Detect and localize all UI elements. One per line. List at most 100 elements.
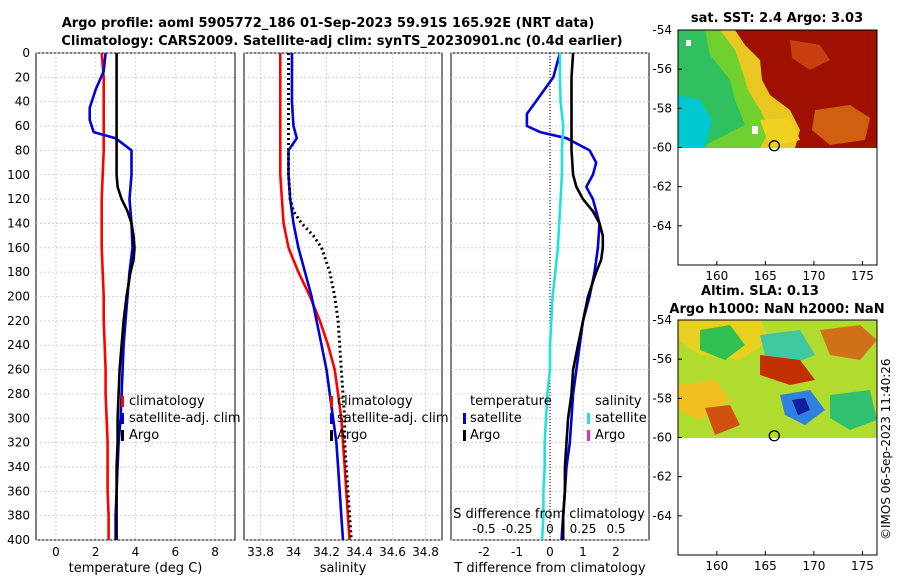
argo-location-marker xyxy=(768,430,780,442)
x-tick-label: 34.6 xyxy=(379,545,406,559)
depth-axis: 0 20 40 60 80 100 120 140 160 180 200 220 240 260 280 3… xyxy=(7,46,30,547)
depth-tick-label: 380 xyxy=(7,509,30,523)
sla-map-title1: Altim. SLA: 0.13 xyxy=(701,284,819,299)
sla-field xyxy=(678,320,877,438)
map-y-tick-label: -56 xyxy=(652,62,672,76)
x-tick-label: 34 xyxy=(286,545,301,559)
depth-tick-label: 300 xyxy=(7,411,30,425)
depth-tick-label: 0 xyxy=(22,46,30,60)
sst-map-title: sat. SST: 2.4 Argo: 3.03 xyxy=(691,11,863,26)
map-y-tick-label: -62 xyxy=(652,180,672,194)
sla-axes: -54 -56 -58 -60 -62 -64 160 165 170 175 xyxy=(652,313,878,573)
series-line-s-satellite xyxy=(540,53,565,541)
map-y-tick-label: -64 xyxy=(652,219,672,233)
depth-tick-label: 400 xyxy=(7,533,30,547)
sst-field xyxy=(678,30,877,148)
timestamp: ©IMOS 06-Sep-2023 11:40:26 xyxy=(879,358,893,540)
legend-swatch-satellite xyxy=(330,413,333,424)
x-tick-label: 34.8 xyxy=(412,545,439,559)
x-tick-label: 34.2 xyxy=(313,545,340,559)
x-tick-label: 34.4 xyxy=(346,545,373,559)
legend-title-temperature: temperature xyxy=(470,394,552,409)
temperature-legend: climatology satellite-adj. clim Argo xyxy=(121,394,241,443)
legend-title-salinity: salinity xyxy=(595,394,642,409)
series-line-satellite-adj-clim xyxy=(287,53,345,541)
depth-tick-label: 280 xyxy=(7,387,30,401)
legend-swatch-t-argo xyxy=(463,430,466,441)
sst-axes: -54 -56 -58 -60 -62 -64 160 165 170 175 xyxy=(652,23,878,283)
depth-tick-label: 100 xyxy=(7,168,30,182)
series-line-t-satellite xyxy=(525,52,601,541)
map-y-tick-label: -58 xyxy=(652,391,672,405)
legend-label-t-satellite: satellite xyxy=(470,411,522,426)
depth-tick-label: 320 xyxy=(7,436,30,450)
map-y-tick-label: -54 xyxy=(652,313,672,327)
s-difference-ticks: -0.5 -0.25 0 0.25 0.5 xyxy=(472,522,625,536)
sst-map: sat. SST: 2.4 Argo: 3.03 -54 -56 -58 -60 -62… xyxy=(652,11,878,283)
title-line2: Climatology: CARS2009. Satellite-adj cli… xyxy=(61,34,622,49)
x-tick-label: 4 xyxy=(132,545,140,559)
series-line-argo xyxy=(287,53,353,541)
map-x-tick-label: 170 xyxy=(802,559,825,573)
depth-tick-label: 140 xyxy=(7,216,30,230)
map-x-tick-label: 165 xyxy=(754,269,777,283)
depth-tick-label: 200 xyxy=(7,290,30,304)
depth-tick-label: 40 xyxy=(15,95,30,109)
map-x-tick-label: 175 xyxy=(851,269,874,283)
legend-swatch-argo xyxy=(121,430,124,441)
map-x-tick-label: 175 xyxy=(851,559,874,573)
x-tick-label: -2 xyxy=(478,545,490,559)
x-tick-label: 6 xyxy=(171,545,179,559)
s-difference-label: S difference from climatology xyxy=(453,507,645,522)
salinity-legend: climatology satellite-adj. clim Argo xyxy=(330,394,449,443)
x-axis-label: salinity xyxy=(320,561,367,576)
legend-swatch-climatology xyxy=(121,396,124,407)
x-tick-label: 2 xyxy=(612,545,620,559)
map-x-tick-label: 160 xyxy=(705,559,728,573)
map-y-tick-label: -54 xyxy=(652,23,672,37)
depth-tick-label: 220 xyxy=(7,314,30,328)
legend-label-climatology: climatology xyxy=(129,394,205,409)
map-y-tick-label: -62 xyxy=(652,470,672,484)
difference-legend: temperature satellite Argo salinity sate… xyxy=(463,394,647,443)
difference-panel: -2 -1 0 1 2 T difference from climatology xyxy=(450,52,650,576)
x-tick-label: 0 xyxy=(546,545,554,559)
argo-location-marker xyxy=(768,140,780,152)
legend-label-climatology: climatology xyxy=(337,394,413,409)
s-tick-label: 0 xyxy=(546,522,554,536)
x-tick-label: 1 xyxy=(579,545,587,559)
x-axis-label: T difference from climatology xyxy=(453,561,646,576)
legend-label-satellite: satellite-adj. clim xyxy=(129,411,241,426)
s-tick-label: -0.5 xyxy=(472,522,495,536)
legend-label-satellite: satellite-adj. clim xyxy=(337,411,449,426)
legend-swatch-s-argo xyxy=(587,430,590,441)
map-y-tick-label: -60 xyxy=(652,141,672,155)
series-line-argo xyxy=(115,53,136,540)
legend-swatch-argo xyxy=(330,430,333,441)
x-tick-label: 33.8 xyxy=(247,545,274,559)
depth-tick-label: 60 xyxy=(15,119,30,133)
series-line-climatology xyxy=(278,53,351,541)
legend-label-s-argo: Argo xyxy=(595,428,625,443)
depth-tick-label: 180 xyxy=(7,265,30,279)
depth-tick-label: 260 xyxy=(7,363,30,377)
s-tick-label: 0.25 xyxy=(570,522,597,536)
map-x-tick-label: 170 xyxy=(802,269,825,283)
title-line1: Argo profile: aoml 5905772_186 01-Sep-20… xyxy=(62,16,595,31)
map-y-tick-label: -56 xyxy=(652,352,672,366)
s-tick-label: 0.5 xyxy=(606,522,625,536)
x-tick-label: 0 xyxy=(52,545,60,559)
s-tick-label: -0.25 xyxy=(501,522,532,536)
legend-label-argo: Argo xyxy=(337,428,367,443)
depth-tick-label: 240 xyxy=(7,338,30,352)
depth-tick-label: 80 xyxy=(15,143,30,157)
x-tick-label: 2 xyxy=(92,545,100,559)
legend-swatch-s-satellite xyxy=(587,413,590,424)
sla-map-title2: Argo h1000: NaN h2000: NaN xyxy=(669,302,884,317)
series-line-t-argo xyxy=(561,52,605,540)
x-tick-label: -1 xyxy=(511,545,523,559)
sla-map: Altim. SLA: 0.13 Argo h1000: NaN h2000: … xyxy=(652,284,884,573)
map-y-tick-label: -60 xyxy=(652,431,672,445)
map-x-tick-label: 160 xyxy=(705,269,728,283)
